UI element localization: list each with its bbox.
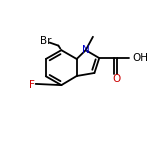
Text: OH: OH	[132, 53, 148, 63]
Text: O: O	[112, 74, 121, 84]
Text: N: N	[82, 45, 90, 55]
Text: Br: Br	[40, 36, 52, 46]
Text: F: F	[29, 80, 35, 90]
